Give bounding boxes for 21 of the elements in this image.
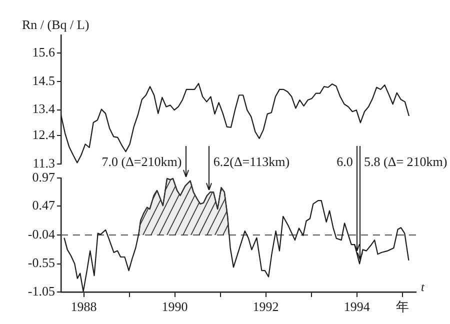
x-tick-label: 1992 [252, 299, 279, 314]
x-tick-label: 1988 [70, 299, 97, 314]
annotation: 5.8 (Δ= 210km) [364, 154, 448, 169]
y-tick-label: 14.5 [32, 72, 55, 88]
y-tick-label: 13.4 [32, 101, 56, 116]
x-axis-title: t [421, 280, 425, 294]
y-tick-label: 11.3 [32, 155, 55, 170]
annotation: 7.0 (Δ=210km) [102, 154, 182, 169]
annotation: 6.0 [336, 154, 353, 169]
y-tick-label: -0.55 [28, 255, 55, 270]
x-tick-label: 年 [396, 299, 409, 314]
y-tick-label: 0.47 [32, 198, 56, 213]
y-tick-label: 0.97 [32, 169, 56, 184]
y-tick-label: 12.4 [32, 127, 56, 142]
y-axis-title: Rn / (Bq / L) [22, 17, 90, 32]
y-tick-label: -0.04 [28, 226, 56, 242]
x-tick-label: 1990 [162, 299, 188, 314]
x-tick-label: 1994 [344, 299, 370, 314]
y-tick-label: 15.6 [32, 44, 56, 60]
annotation: 6.2(Δ=113km) [213, 154, 290, 169]
y-tick-label: -1.05 [28, 283, 55, 298]
